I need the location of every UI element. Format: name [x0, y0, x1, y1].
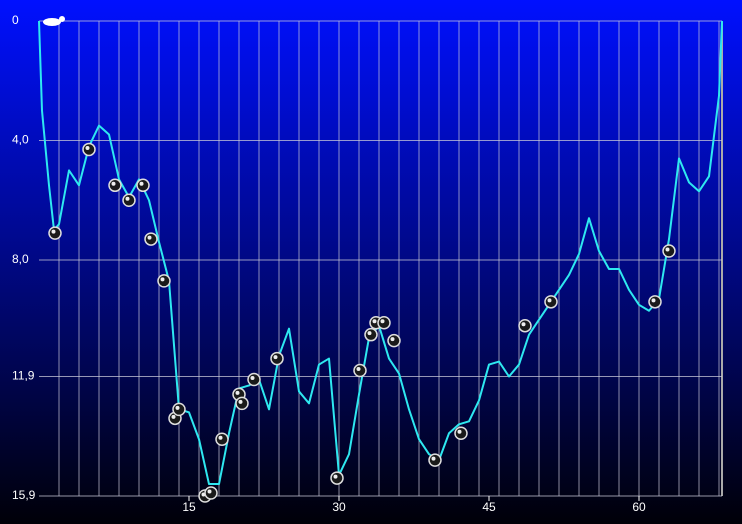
- event-marker: [387, 333, 401, 348]
- event-marker: [157, 274, 171, 288]
- marker-inner: [356, 367, 361, 372]
- marker-inner: [250, 375, 255, 380]
- y-tick-label: 15,9: [12, 488, 36, 502]
- x-tick-label: 60: [632, 500, 646, 514]
- marker-outer: [48, 226, 62, 240]
- event-marker: [82, 142, 96, 157]
- marker-outer: [648, 295, 662, 309]
- marker-outer: [428, 453, 442, 467]
- event-marker: [172, 402, 186, 417]
- event-marker: [454, 426, 468, 441]
- marker-outer: [247, 372, 261, 387]
- marker-inner: [665, 247, 670, 252]
- y-tick-label: 0: [12, 13, 19, 27]
- marker-inner: [380, 319, 385, 324]
- x-tick-label: 45: [482, 500, 496, 514]
- event-marker: [364, 327, 378, 342]
- marker-inner: [521, 322, 526, 327]
- event-marker: [428, 453, 442, 467]
- marker-inner: [175, 405, 180, 410]
- event-marker: [662, 244, 676, 258]
- marker-outer: [82, 142, 96, 157]
- marker-outer: [387, 333, 401, 348]
- event-marker: [377, 315, 391, 330]
- y-tick-label: 8,0: [12, 252, 29, 266]
- event-marker: [648, 295, 662, 309]
- marker-inner: [139, 181, 144, 186]
- marker-inner: [51, 229, 56, 234]
- marker-outer: [330, 471, 344, 485]
- event-marker: [215, 432, 229, 446]
- marker-outer: [157, 274, 171, 288]
- event-marker: [48, 226, 62, 240]
- marker-outer: [662, 244, 676, 258]
- event-marker: [235, 396, 249, 411]
- marker-inner: [238, 399, 243, 404]
- marker-outer: [377, 315, 391, 330]
- marker-inner: [207, 489, 212, 494]
- marker-inner: [333, 474, 338, 479]
- y-tick-label: 11,9: [12, 369, 35, 383]
- x-tick-label: 15: [182, 500, 196, 514]
- marker-inner: [235, 390, 240, 395]
- marker-inner: [125, 196, 130, 201]
- event-marker: [270, 351, 284, 366]
- marker-inner: [390, 337, 395, 342]
- marker-outer: [122, 193, 136, 207]
- marker-outer: [215, 432, 229, 446]
- y-tick-label: 4,0: [12, 133, 29, 147]
- marker-inner: [547, 298, 552, 303]
- event-marker: [518, 318, 532, 333]
- marker-outer: [364, 327, 378, 342]
- diver-icon: [43, 16, 65, 26]
- marker-inner: [651, 298, 656, 303]
- marker-inner: [85, 145, 90, 150]
- marker-inner: [273, 355, 278, 360]
- marker-outer: [518, 318, 532, 333]
- event-marker: [353, 363, 367, 378]
- marker-outer: [144, 232, 158, 246]
- marker-outer: [108, 178, 122, 193]
- event-marker: [247, 372, 261, 387]
- marker-inner: [372, 319, 377, 324]
- event-marker: [108, 178, 122, 193]
- event-marker: [122, 193, 136, 207]
- marker-outer: [172, 402, 186, 417]
- marker-inner: [457, 429, 462, 434]
- event-marker: [544, 295, 558, 309]
- event-marker: [330, 471, 344, 485]
- marker-outer: [235, 396, 249, 411]
- marker-outer: [204, 486, 218, 500]
- marker-inner: [367, 331, 372, 336]
- event-marker: [204, 486, 218, 500]
- marker-inner: [111, 181, 116, 186]
- marker-inner: [147, 235, 152, 240]
- marker-outer: [270, 351, 284, 366]
- event-marker: [144, 232, 158, 246]
- marker-outer: [353, 363, 367, 378]
- marker-outer: [544, 295, 558, 309]
- marker-inner: [171, 414, 176, 419]
- marker-outer: [136, 178, 150, 193]
- x-tick-label: 30: [332, 500, 346, 514]
- marker-inner: [431, 456, 436, 461]
- marker-inner: [218, 435, 223, 440]
- marker-outer: [454, 426, 468, 441]
- event-marker: [136, 178, 150, 193]
- marker-inner: [160, 277, 165, 282]
